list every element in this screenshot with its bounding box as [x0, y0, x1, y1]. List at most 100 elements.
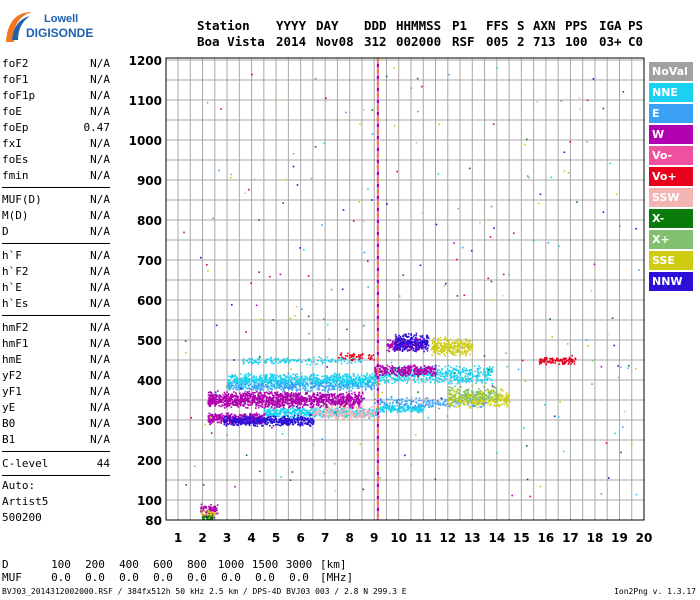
- echo-point: [403, 369, 406, 371]
- echo-point: [298, 384, 301, 387]
- echo-point: [358, 377, 360, 380]
- echo-point: [309, 363, 312, 366]
- echo-point: [478, 375, 481, 377]
- echo-point: [290, 396, 292, 399]
- echo-point: [277, 358, 279, 361]
- echo-point: [417, 375, 419, 378]
- echo-point: [217, 390, 219, 392]
- echo-point: [231, 403, 234, 405]
- echo-point: [246, 397, 249, 399]
- echo-point: [415, 409, 417, 412]
- echo-point: [357, 382, 360, 384]
- logo-line1: Lowell: [44, 13, 78, 25]
- echo-point: [261, 402, 263, 405]
- echo-point: [345, 410, 348, 412]
- echo-point: [341, 411, 344, 414]
- echo-point: [436, 370, 438, 373]
- echo-point: [303, 401, 306, 403]
- parameter-value: N/A: [90, 321, 110, 334]
- echo-point: [208, 403, 210, 406]
- echo-point: [351, 403, 354, 406]
- echo-point: [233, 414, 236, 416]
- echo-point: [476, 399, 478, 401]
- echo-point: [267, 404, 269, 406]
- echo-point: [407, 349, 410, 351]
- auto-artist: Artist5: [2, 495, 49, 508]
- echo-point: [407, 370, 409, 372]
- echo-point: [254, 387, 257, 390]
- echo-point: [404, 370, 406, 372]
- echo-point: [405, 368, 407, 371]
- echo-point: [272, 385, 275, 388]
- echo-point: [385, 402, 388, 405]
- echo-point: [351, 384, 354, 387]
- echo-point: [255, 389, 257, 391]
- parameter-value: N/A: [90, 193, 110, 206]
- echo-point: [268, 398, 270, 401]
- echo-point: [235, 377, 237, 380]
- echo-point: [319, 414, 321, 417]
- echo-point: [297, 408, 299, 411]
- echo-point: [354, 393, 357, 396]
- echo-point: [411, 345, 414, 347]
- echo-point: [400, 376, 403, 379]
- echo-point: [236, 399, 238, 402]
- echo-point: [409, 405, 412, 408]
- echo-point: [240, 400, 243, 402]
- echo-point: [397, 398, 400, 401]
- auto-code: 500200: [2, 511, 42, 524]
- echo-point: [242, 362, 245, 365]
- echo-point: [388, 372, 390, 374]
- echo-point: [334, 393, 336, 395]
- echo-point: [306, 409, 308, 412]
- echo-point: [248, 393, 251, 395]
- echo-point: [281, 404, 283, 407]
- echo-point: [275, 415, 277, 417]
- echo-point: [485, 368, 488, 371]
- echo-point: [238, 399, 241, 402]
- echo-point: [222, 414, 224, 417]
- echo-point: [282, 383, 285, 386]
- echo-point: [354, 413, 357, 416]
- echo-point: [341, 357, 344, 359]
- echo-point: [279, 409, 282, 412]
- echo-point: [240, 414, 242, 416]
- echo-point: [420, 409, 423, 411]
- echo-point: [358, 376, 361, 378]
- echo-point: [331, 388, 334, 390]
- echo-point: [229, 417, 232, 419]
- echo-point: [335, 373, 337, 375]
- echo-point: [346, 373, 348, 376]
- echo-point: [363, 374, 365, 377]
- echo-point: [265, 399, 268, 402]
- echo-point: [425, 370, 428, 372]
- echo-point: [267, 381, 269, 384]
- echo-point: [434, 375, 437, 377]
- echo-point: [407, 374, 409, 377]
- echo-point: [259, 400, 261, 403]
- parameter-row: yF1 N/A: [2, 384, 110, 400]
- echo-point: [443, 375, 445, 378]
- parameter-name: B0: [2, 417, 16, 430]
- echo-point: [286, 411, 289, 414]
- echo-point: [300, 402, 302, 404]
- echo-point: [424, 381, 427, 383]
- echo-point: [210, 399, 212, 402]
- echo-point: [357, 385, 360, 387]
- echo-point: [327, 398, 329, 401]
- echo-point: [476, 374, 478, 377]
- echo-point: [255, 412, 258, 414]
- echo-point: [284, 398, 287, 401]
- echo-point: [300, 403, 303, 405]
- echo-point: [275, 409, 277, 412]
- echo-point: [383, 376, 385, 379]
- echo-point: [251, 402, 254, 405]
- echo-point: [260, 379, 263, 381]
- echo-point: [251, 400, 254, 403]
- echo-point: [274, 400, 277, 403]
- echo-point: [361, 399, 363, 401]
- echo-point: [364, 385, 366, 388]
- echo-point: [258, 404, 261, 407]
- echo-point: [304, 413, 306, 416]
- echo-point: [308, 357, 310, 360]
